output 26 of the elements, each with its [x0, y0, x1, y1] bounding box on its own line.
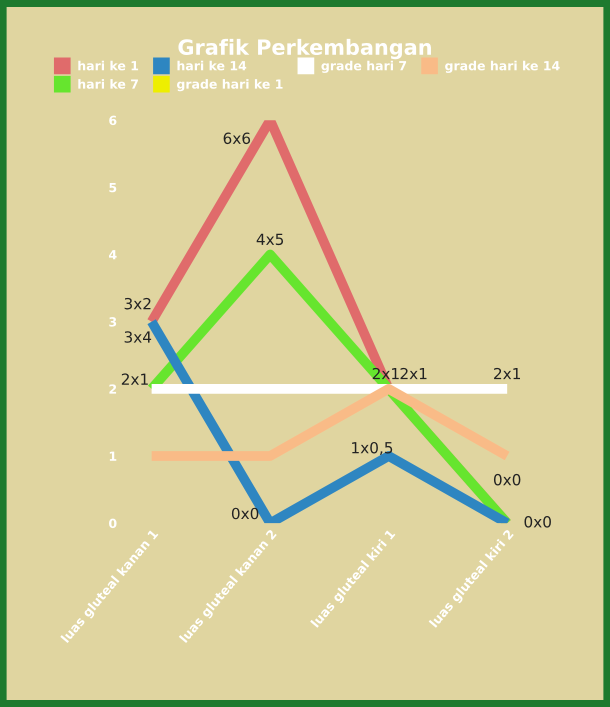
- annotation: 0x0: [494, 474, 520, 486]
- legend-label: grade hari ke 14: [445, 60, 560, 73]
- annotation: 3x4: [124, 331, 152, 343]
- annotation: 0x0: [524, 516, 551, 528]
- legend-label: hari ke 7: [78, 79, 138, 89]
- annotation: 3x2: [124, 298, 150, 310]
- annotation: 2x1: [372, 368, 399, 380]
- y-tick-label: 6: [109, 116, 116, 126]
- annotation: 2x1: [494, 368, 520, 380]
- annotation: 2x1: [122, 373, 148, 385]
- y-tick-label: 1: [110, 452, 116, 461]
- legend-label: hari ke 14: [177, 60, 246, 70]
- legend-label: grade hari ke 1: [176, 79, 283, 92]
- legend-label: grade hari 7: [321, 60, 406, 73]
- y-tick-label: 3: [109, 317, 116, 327]
- annotation: 1x0,5: [352, 442, 392, 456]
- annotation: 0x0: [232, 508, 258, 520]
- y-tick-label: 4: [109, 250, 117, 260]
- y-tick-label: 0: [109, 518, 117, 528]
- y-tick-label: 5: [109, 182, 116, 192]
- annotation: 2x1: [400, 368, 426, 380]
- chart-title: Grafik Perkembangan: [178, 38, 431, 60]
- annotation: 6x6: [224, 132, 250, 144]
- y-tick-label: 2: [109, 384, 116, 394]
- annotation: 4x5: [256, 234, 284, 246]
- legend-label: hari ke 1: [78, 60, 138, 70]
